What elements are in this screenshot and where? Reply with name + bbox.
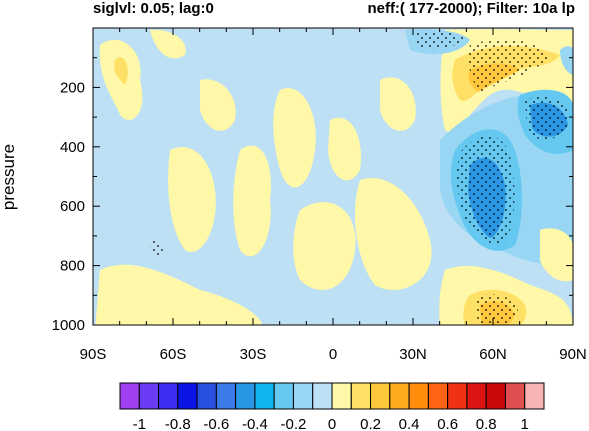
colorbar-swatch <box>235 382 256 410</box>
header-right-text: neff:( 177-2000); Filter: 10a lp <box>367 0 575 17</box>
x-tick-label: 90N <box>559 346 587 363</box>
colorbar-label: 1 <box>521 416 529 431</box>
contour-negative-patch <box>560 46 573 75</box>
contour-positive-patch <box>200 79 236 131</box>
contour-positive-patch <box>95 264 262 325</box>
y-tick-label: 600 <box>60 198 85 215</box>
colorbar-swatch <box>292 382 314 410</box>
colorbar-label: 0.8 <box>476 416 497 431</box>
contour-positive-patch <box>168 146 216 252</box>
contour-positive-patch <box>355 178 432 290</box>
colorbar-swatch <box>331 382 352 410</box>
colorbar-swatch <box>408 382 429 410</box>
colorbar: -1 -0.8 -0.6 -0.4 -0.2 0 0.2 0.4 0.6 0.8 1 <box>119 382 545 431</box>
colorbar-swatch <box>485 382 506 410</box>
contour-positive-patch <box>114 57 128 85</box>
colorbar-label: -0.2 <box>281 416 307 431</box>
x-tick-label: 60S <box>160 346 187 363</box>
y-axis-label: pressure <box>0 144 18 210</box>
y-axis: 200 400 600 800 1000 <box>52 57 573 334</box>
contour-positive-patch <box>273 88 316 188</box>
colorbar-label: 0.4 <box>399 416 420 431</box>
colorbar-swatch <box>504 382 526 410</box>
y-tick-label: 800 <box>60 258 85 275</box>
colorbar-label: -0.6 <box>203 416 229 431</box>
colorbar-label: 0.6 <box>437 416 458 431</box>
contour-positive-patch <box>540 228 573 282</box>
x-tick-label: 30N <box>399 346 427 363</box>
colorbar-label: -1 <box>133 416 146 431</box>
y-tick-label: 400 <box>60 139 85 156</box>
x-axis: 90S 60S 30S 0 30N 60N 90N <box>80 28 587 363</box>
colorbar-swatch <box>119 382 140 410</box>
colorbar-swatch <box>466 382 487 410</box>
colorbar-swatch <box>524 382 545 410</box>
contour-positive-patch <box>380 77 416 131</box>
x-tick-label: 30S <box>240 346 267 363</box>
y-tick-label: 200 <box>60 79 85 96</box>
contour-positive-patch <box>328 117 361 181</box>
colorbar-swatch <box>254 382 275 410</box>
colorbar-swatch <box>370 382 391 410</box>
stipple-region <box>415 31 465 50</box>
colorbar-label: -0.4 <box>242 416 268 431</box>
stipple-region <box>468 39 550 92</box>
stipple-region <box>150 239 163 256</box>
y-tick-label: 1000 <box>52 317 85 334</box>
colorbar-swatch <box>447 382 468 410</box>
colorbar-label: 0.2 <box>360 416 381 431</box>
x-tick-label: 0 <box>329 346 337 363</box>
colorbar-swatch <box>312 382 333 410</box>
colorbar-swatch <box>177 382 198 410</box>
contour-positive-patch <box>150 29 186 59</box>
colorbar-label: 0 <box>328 416 336 431</box>
header-left-text: siglvl: 0.05; lag:0 <box>93 0 214 17</box>
stipple-region <box>475 294 518 325</box>
colorbar-swatch <box>427 382 449 410</box>
colorbar-swatch <box>138 382 160 410</box>
colorbar-swatch <box>158 382 179 410</box>
stipple-region <box>525 96 570 140</box>
colorbar-swatch <box>350 382 372 410</box>
contour-positive-patch <box>293 202 356 290</box>
stipple-region <box>456 135 515 244</box>
contour-positive-patch <box>233 145 271 257</box>
colorbar-label: -0.8 <box>165 416 191 431</box>
x-tick-label: 90S <box>80 346 107 363</box>
x-tick-label: 60N <box>479 346 507 363</box>
colorbar-swatch <box>215 382 237 410</box>
contour-fills <box>95 29 573 325</box>
colorbar-swatch <box>196 382 217 410</box>
colorbar-swatch <box>389 382 410 410</box>
colorbar-swatch <box>273 382 294 410</box>
